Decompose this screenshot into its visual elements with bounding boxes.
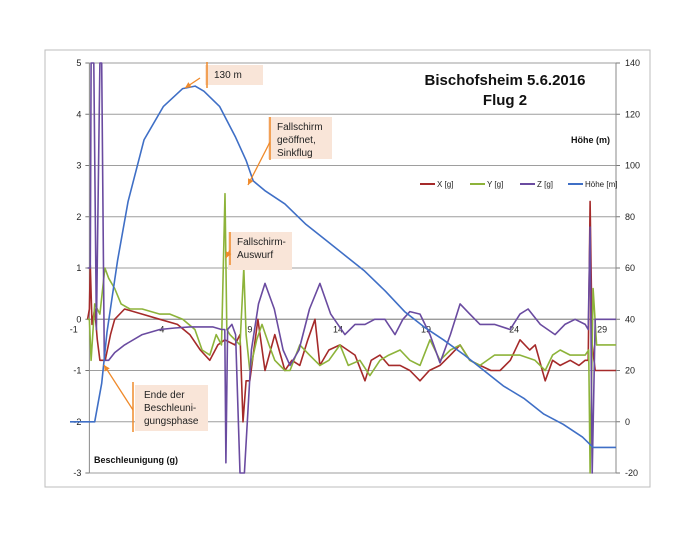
legend-label: X [g] [437,180,453,189]
annotation-box [205,65,263,85]
annotation-peak: 130 m [184,62,263,89]
y-tick-label: 1 [76,263,81,273]
annotation-text: gungsphase [144,416,199,427]
y-tick-label: 5 [76,58,81,68]
y2-tick-label: 140 [625,58,640,68]
x-tick-label: 29 [597,324,607,334]
arrowhead-icon [104,365,110,372]
y-axis-label: Beschleunigung (g) [94,455,178,465]
series-line-x [86,200,616,423]
x-tick-label: 14 [333,324,343,334]
annotation-text: Fallschirm [277,122,323,133]
annotation-arrow [103,364,134,411]
annotation-text: Beschleuni- [144,403,196,414]
arrowhead-icon [248,178,254,185]
annotation-chute-eject: Fallschirm- Auswurf [225,232,292,270]
annotation-boost-end: Ende der Beschleuni-gungsphase [103,364,208,432]
y2-axis-label: Höhe (m) [571,135,610,145]
annotation-text: geöffnet, [277,135,316,146]
annotation-chute-open: Fallschirm geöffnet, Sinkflug [247,117,332,186]
y-tick-label: -3 [73,468,81,478]
y2-tick-label: 100 [625,161,640,171]
legend-label: Z [g] [537,180,553,189]
x-tick-label: 19 [421,324,431,334]
series-line-z [87,62,616,474]
y-tick-label: 2 [76,212,81,222]
legend: X [g] Y [g] Z [g] Höhe [m] [420,180,617,189]
x-tick-label: 24 [509,324,519,334]
y2-tick-label: 40 [625,314,635,324]
arrowhead-icon [226,251,232,258]
annotation-box [268,117,332,159]
y2-tick-label: 120 [625,109,640,119]
annotation-text: Fallschirm- [237,237,286,248]
y-tick-label: 0 [76,314,81,324]
annotation-text: 130 m [214,70,242,81]
legend-label: Y [g] [487,180,503,189]
chart-title: Bischofsheim 5.6.2016 [425,72,586,89]
annotation-text: Auswurf [237,250,273,261]
annotations: 130 mFallschirmgeöffnet,SinkflugFallschi… [103,62,332,432]
chart-subtitle: Flug 2 [483,92,527,109]
y-tick-label: -1 [73,366,81,376]
y2-tick-label: 0 [625,417,630,427]
y-tick-label: 3 [76,161,81,171]
series-group [70,62,616,474]
annotation-box [135,385,208,431]
annotation-text: Ende der [144,390,185,401]
y-tick-label: 4 [76,109,81,119]
annotation-arrow [247,141,271,186]
y2-tick-label: -20 [625,468,638,478]
series-line-höhe [70,85,616,449]
arrowhead-icon [185,82,192,88]
y2-tick-label: 80 [625,212,635,222]
x-tick-label: 9 [247,324,252,334]
annotation-box [228,232,292,270]
annotation-text: Sinkflug [277,148,313,159]
x-tick-label: -1 [70,324,78,334]
legend-label: Höhe [m] [585,180,617,189]
y2-tick-label: 20 [625,366,635,376]
y2-tick-label: 60 [625,263,635,273]
